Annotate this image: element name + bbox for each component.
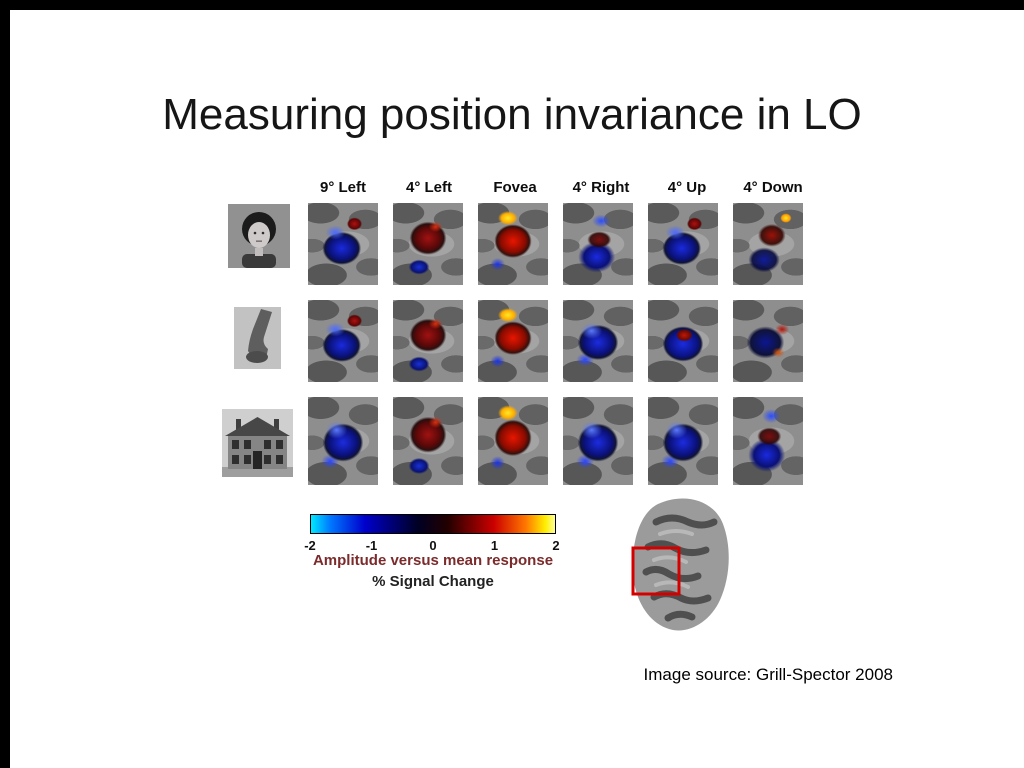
map-row-face: [308, 203, 803, 285]
activation-blob: [735, 402, 801, 480]
activation-map-face: [393, 203, 463, 285]
activation-map-house: [733, 397, 803, 485]
colorbar: [310, 514, 556, 534]
image-source-caption: Image source: Grill-Spector 2008: [643, 665, 893, 684]
activation-blob: [650, 402, 716, 480]
colorbar-tick: 1: [490, 538, 499, 553]
activation-map-face: [308, 203, 378, 285]
activation-map-house: [563, 397, 633, 485]
activation-blob: [650, 207, 716, 281]
activation-map-house: [308, 397, 378, 485]
column-header: 9° Left: [319, 179, 366, 196]
activation-blob: [310, 207, 376, 281]
activation-map-house: [393, 397, 463, 485]
face-stimulus-image: [228, 204, 290, 268]
face-icon: [228, 204, 290, 268]
column-header: 4° Right: [572, 179, 630, 196]
activation-blob: [565, 304, 631, 378]
activation-blob: [480, 207, 546, 281]
slide-title: Measuring position invariance in LO: [162, 90, 862, 139]
activation-map-house: [648, 397, 718, 485]
activation-blob: [565, 207, 631, 281]
activation-blob: [310, 402, 376, 480]
activation-blob: [650, 304, 716, 378]
activation-blob: [395, 207, 461, 281]
brain-inset: [626, 492, 734, 638]
colorbar-ticks: -2 -1 0 1 2: [304, 538, 560, 554]
lo-region-highlight-box: [631, 546, 681, 596]
colorbar-tick: -1: [365, 538, 378, 553]
activation-map-foot: [478, 300, 548, 382]
map-row-house: [308, 397, 803, 485]
foot-stimulus-image: [234, 307, 281, 369]
slide-top-border: [0, 0, 1024, 10]
colorbar-label-signal: % Signal Change: [372, 573, 494, 590]
slide-left-border: [0, 0, 10, 768]
activation-blob: [735, 304, 801, 378]
activation-blob: [480, 304, 546, 378]
column-header: 4° Up: [667, 179, 707, 196]
activation-map-house: [478, 397, 548, 485]
activation-map-foot: [308, 300, 378, 382]
column-header: 4° Down: [743, 179, 803, 196]
column-header: Fovea: [493, 179, 537, 196]
colorbar-tick: -2: [304, 538, 316, 553]
house-stimulus-image: [222, 409, 293, 477]
activation-map-foot: [733, 300, 803, 382]
activation-blob: [395, 402, 461, 480]
activation-map-foot: [563, 300, 633, 382]
column-header: 4° Left: [405, 179, 452, 196]
foot-icon: [234, 307, 281, 369]
activation-blob: [480, 402, 546, 480]
house-icon: [222, 409, 293, 477]
activation-map-foot: [648, 300, 718, 382]
activation-blob: [395, 304, 461, 378]
activation-blob: [565, 402, 631, 480]
colorbar-label-amplitude: Amplitude versus mean response: [312, 552, 554, 569]
column-headers: 9° Left 4° Left Fovea 4° Right 4° Up 4° Down: [300, 179, 816, 196]
colorbar-tick: 0: [429, 538, 437, 553]
map-row-foot: [308, 300, 803, 382]
activation-map-foot: [393, 300, 463, 382]
colorbar-tick: 2: [552, 538, 560, 553]
activation-map-face: [648, 203, 718, 285]
activation-map-face: [733, 203, 803, 285]
activation-blob: [735, 207, 801, 281]
activation-map-face: [478, 203, 548, 285]
activation-map-face: [563, 203, 633, 285]
activation-blob: [310, 304, 376, 378]
